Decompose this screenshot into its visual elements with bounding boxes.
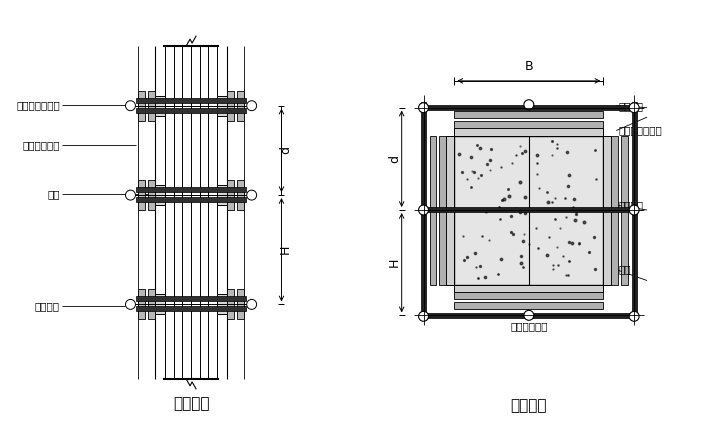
Circle shape bbox=[419, 103, 428, 113]
Text: 柱箍（圆钢管）: 柱箍（圆钢管） bbox=[618, 125, 662, 136]
Text: d: d bbox=[388, 155, 402, 163]
Bar bbox=[455, 121, 603, 128]
Bar bbox=[426, 207, 632, 212]
Bar bbox=[148, 180, 156, 210]
Bar bbox=[139, 180, 146, 210]
Text: 面板: 面板 bbox=[618, 265, 631, 275]
Bar bbox=[136, 98, 246, 103]
Bar bbox=[156, 96, 165, 116]
Bar bbox=[217, 96, 227, 116]
Bar bbox=[237, 289, 244, 319]
Text: H: H bbox=[388, 258, 402, 267]
Circle shape bbox=[247, 101, 257, 110]
Bar bbox=[455, 292, 603, 300]
Bar bbox=[446, 136, 455, 284]
Bar bbox=[455, 284, 603, 292]
Circle shape bbox=[629, 205, 639, 215]
Bar bbox=[136, 187, 246, 192]
Bar bbox=[440, 136, 446, 284]
Text: H: H bbox=[279, 245, 292, 255]
Text: 柱箍（圆钢管）: 柱箍（圆钢管） bbox=[16, 100, 60, 110]
Circle shape bbox=[629, 103, 639, 113]
Bar bbox=[227, 289, 234, 319]
Text: 竖愣（方木）: 竖愣（方木） bbox=[23, 140, 60, 150]
Bar bbox=[603, 136, 612, 284]
Text: 对拉螺栓: 对拉螺栓 bbox=[618, 200, 643, 210]
Circle shape bbox=[247, 190, 257, 200]
Bar bbox=[217, 185, 227, 205]
Circle shape bbox=[524, 310, 534, 320]
Circle shape bbox=[247, 300, 257, 309]
Text: 对拉螺栓: 对拉螺栓 bbox=[618, 101, 643, 110]
Bar bbox=[426, 105, 632, 110]
Bar bbox=[139, 289, 146, 319]
Text: 面板: 面板 bbox=[47, 189, 60, 199]
Bar bbox=[632, 102, 637, 318]
Text: B: B bbox=[525, 60, 533, 73]
Bar bbox=[156, 295, 165, 314]
Bar bbox=[227, 91, 234, 121]
Circle shape bbox=[126, 101, 136, 110]
Bar bbox=[455, 110, 603, 118]
Bar bbox=[227, 180, 234, 210]
Bar bbox=[136, 108, 246, 113]
Text: 柱剖面图: 柱剖面图 bbox=[510, 398, 547, 413]
Circle shape bbox=[419, 205, 428, 215]
Bar bbox=[148, 91, 156, 121]
Bar bbox=[156, 185, 165, 205]
Bar bbox=[455, 128, 603, 136]
Text: 柱立面图: 柱立面图 bbox=[173, 396, 209, 411]
Bar bbox=[139, 91, 146, 121]
Circle shape bbox=[419, 312, 428, 321]
Bar bbox=[421, 102, 426, 318]
Bar bbox=[136, 306, 246, 312]
Circle shape bbox=[126, 190, 136, 200]
Bar bbox=[426, 313, 632, 318]
Circle shape bbox=[524, 100, 534, 110]
Text: 对拉螺栓: 对拉螺栓 bbox=[35, 301, 60, 312]
Bar bbox=[148, 289, 156, 319]
Bar bbox=[237, 91, 244, 121]
Text: 竖愣（方木）: 竖愣（方木） bbox=[510, 321, 548, 331]
Bar bbox=[455, 303, 603, 309]
Bar bbox=[429, 136, 436, 284]
Bar bbox=[621, 136, 629, 284]
Circle shape bbox=[629, 312, 639, 321]
Circle shape bbox=[126, 300, 136, 309]
Text: d: d bbox=[279, 146, 292, 154]
Bar bbox=[237, 180, 244, 210]
Bar bbox=[455, 136, 603, 284]
Bar bbox=[136, 197, 246, 202]
Bar bbox=[136, 297, 246, 301]
Bar bbox=[612, 136, 618, 284]
Bar bbox=[217, 295, 227, 314]
